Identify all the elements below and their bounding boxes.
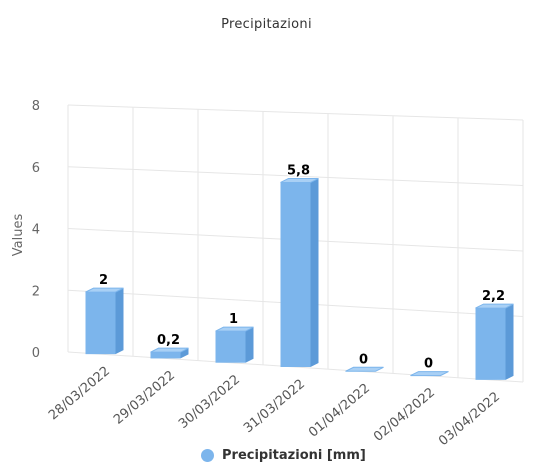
bar[interactable] <box>410 371 449 377</box>
bar-side <box>115 288 124 355</box>
y-tick-label: 6 <box>32 161 40 176</box>
bar[interactable] <box>280 177 319 367</box>
bar-layer <box>85 177 514 380</box>
x-tick-label: 01/04/2022 <box>306 381 373 441</box>
y-tick-label: 2 <box>32 284 40 299</box>
bar[interactable] <box>475 303 514 380</box>
x-tick-label: 31/03/2022 <box>241 377 308 437</box>
data-label: 0 <box>424 357 433 372</box>
x-tick-label: 02/04/2022 <box>371 385 438 445</box>
y-axis-ticks: 0 2 4 6 8 <box>32 99 40 361</box>
bar-top <box>475 303 514 309</box>
legend[interactable]: Precipitazioni [mm] <box>201 448 366 463</box>
data-labels: 2 0,2 1 5,8 0 0 2,2 <box>97 162 506 373</box>
grid-layer <box>67 104 524 383</box>
bar-top <box>150 347 189 353</box>
bar-top <box>280 177 319 183</box>
bar-front <box>150 352 181 359</box>
y-tick-label: 0 <box>32 346 40 361</box>
bar[interactable] <box>85 287 124 355</box>
bar-top <box>215 326 254 332</box>
bar[interactable] <box>345 366 384 372</box>
y-axis-label: Values <box>11 214 26 257</box>
bar[interactable] <box>215 326 254 363</box>
x-tick-label: 29/03/2022 <box>111 368 178 428</box>
legend-swatch <box>201 449 214 462</box>
data-label: 0 <box>359 352 368 367</box>
data-label: 0,2 <box>157 333 180 348</box>
y-tick-label: 4 <box>32 223 40 238</box>
x-tick-label: 03/04/2022 <box>436 389 503 449</box>
bar-side <box>505 304 514 380</box>
bar-front <box>85 292 116 355</box>
gridline-h <box>67 166 524 186</box>
bar-top <box>345 366 384 372</box>
data-label: 2 <box>99 273 108 288</box>
x-tick-label: 28/03/2022 <box>46 364 113 424</box>
gridline-h <box>67 104 524 121</box>
x-tick-label: 30/03/2022 <box>176 372 243 432</box>
data-label: 5,8 <box>287 163 310 178</box>
bar[interactable] <box>150 347 189 359</box>
bar-front <box>280 182 311 367</box>
legend-label: Precipitazioni [mm] <box>222 448 366 463</box>
bar-front <box>215 331 246 363</box>
data-label: 1 <box>229 312 238 327</box>
data-label: 2,2 <box>482 289 505 304</box>
chart-title: Precipitazioni <box>221 17 312 32</box>
bar-side <box>180 348 189 359</box>
bar-top <box>85 287 124 293</box>
bar-top <box>410 371 449 377</box>
y-tick-label: 8 <box>32 99 40 114</box>
bar-side <box>310 178 319 367</box>
bar-side <box>245 327 254 363</box>
bar-front <box>475 308 506 380</box>
